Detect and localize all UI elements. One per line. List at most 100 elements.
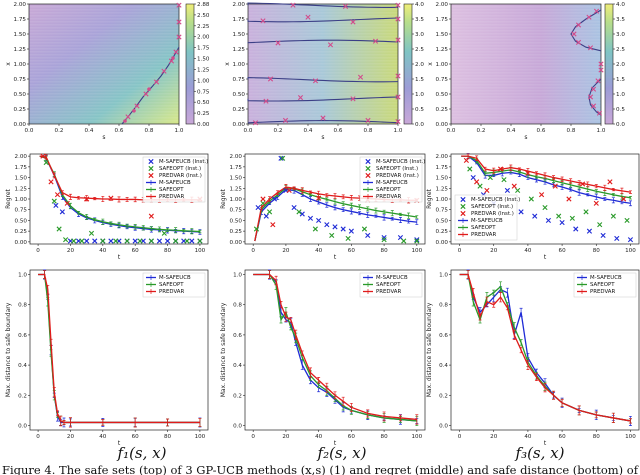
error-bar (543, 383, 547, 393)
instant-point (497, 166, 504, 172)
error-bar (628, 190, 632, 194)
error-bar (415, 219, 419, 225)
instant-point (63, 237, 69, 243)
x-axis-label: t (118, 254, 121, 261)
sample-point (132, 109, 136, 113)
legend-label: PREDVAR (159, 289, 184, 295)
y-tick-label: 0.0 (233, 423, 242, 429)
sample-point (260, 18, 266, 24)
legend-label: M-SAFEUCB (471, 218, 503, 224)
safe-boundary-line (247, 77, 399, 83)
sample-point (147, 87, 151, 91)
instant-point (573, 226, 579, 232)
error-bar (366, 409, 370, 418)
y-tick-label: 0.00 (436, 122, 449, 128)
error-bar (317, 377, 321, 384)
instant-point (79, 238, 85, 244)
error-bar (292, 186, 296, 191)
sample-point (125, 114, 131, 120)
instant-point (291, 204, 297, 211)
error-bar (620, 187, 624, 194)
y-tick-label: 1.75 (436, 17, 449, 23)
instant-point (299, 211, 305, 217)
x-tick-label: 80 (164, 248, 172, 254)
instant-point (580, 181, 586, 187)
error-bar (499, 281, 503, 292)
error-bar (308, 190, 312, 194)
y-tick-label: 1.00 (436, 197, 449, 203)
error-bar (166, 418, 170, 427)
legend-label: SAFEOPT (Inst.) (471, 204, 513, 210)
sample-point (173, 49, 179, 55)
x-tick-label: 60 (348, 248, 356, 254)
x-tick-label: 60 (132, 434, 140, 440)
legend-label: PREDVAR (471, 232, 496, 238)
y-axis-label: Regret (5, 188, 12, 208)
sample-point (395, 119, 401, 125)
colorbar-tick-label: 1.5 (415, 77, 424, 83)
x-tick-label: 0.2 (274, 128, 283, 134)
y-tick-label: 1.25 (436, 47, 449, 53)
y-axis-label: Max. distance to safe boundary (5, 302, 12, 397)
error-bar (333, 193, 337, 199)
instant-point (278, 155, 284, 161)
error-bar (628, 418, 632, 424)
instant-point (463, 157, 469, 164)
legend-marker (460, 196, 466, 203)
error-bar (59, 415, 63, 427)
sample-point (350, 96, 356, 102)
instant-point (124, 238, 130, 244)
function-label-f1: f₁(s, x) (117, 444, 167, 462)
y-tick-label: 0.50 (14, 92, 27, 98)
error-bar (325, 197, 329, 202)
colorbar-tick-label: 4.0 (415, 2, 424, 8)
instant-point (113, 238, 119, 244)
error-bar (117, 221, 121, 228)
error-bar (594, 193, 598, 200)
instant-point (137, 238, 143, 244)
sample-point (357, 74, 364, 80)
error-bar (577, 405, 581, 416)
instant-point (504, 187, 510, 194)
x-tick-label: 0 (251, 248, 255, 254)
x-axis-label: t (544, 440, 547, 447)
instant-point (414, 237, 420, 243)
legend-label: SAFEOPT (590, 282, 615, 288)
instant-point (332, 224, 338, 230)
colorbar-tick-label: 3.0 (415, 32, 424, 38)
instant-point (518, 209, 524, 215)
error-bar (133, 224, 137, 230)
legend-label: PREDVAR (590, 289, 615, 295)
legend-label: SAFEOPT (159, 187, 184, 193)
error-bar (125, 197, 129, 202)
y-tick-label: 0.25 (15, 229, 28, 235)
sample-point (176, 34, 182, 40)
instant-point (624, 217, 630, 224)
error-bar (471, 287, 475, 298)
instant-point (556, 213, 562, 219)
sample-point (290, 2, 296, 8)
x-tick-label: 0 (251, 434, 255, 440)
y-tick-label: 1.0 (18, 273, 27, 279)
y-tick-label: 1.00 (15, 197, 28, 203)
error-bar (603, 197, 607, 201)
y-axis-label: Max. distance to safe boundary (220, 302, 227, 397)
sample-point (590, 86, 597, 92)
y-tick-label: 0.75 (436, 77, 449, 83)
colorbar-tick-label: 0.5 (616, 107, 625, 113)
error-bar (398, 217, 402, 223)
instant-point (528, 196, 534, 202)
error-bar (300, 187, 304, 194)
instant-point (40, 153, 46, 159)
instant-point (381, 234, 387, 241)
y-tick-label: 1.00 (230, 197, 243, 203)
x-axis-label: s (524, 134, 527, 141)
error-bar (569, 187, 573, 192)
instant-point (365, 232, 371, 239)
error-bar (415, 215, 419, 219)
error-bar (517, 170, 521, 174)
heatmap-panel-1: 0.0 0.2 0.4 0.6 0.8 1.0 0.00 0.25 0.50 0.75 1.00 1.… (5, 2, 210, 141)
error-bar (519, 339, 523, 346)
legend-label: PREDVAR (376, 194, 401, 200)
legend-label: M-SAFEUCB (Inst.) (159, 159, 208, 165)
